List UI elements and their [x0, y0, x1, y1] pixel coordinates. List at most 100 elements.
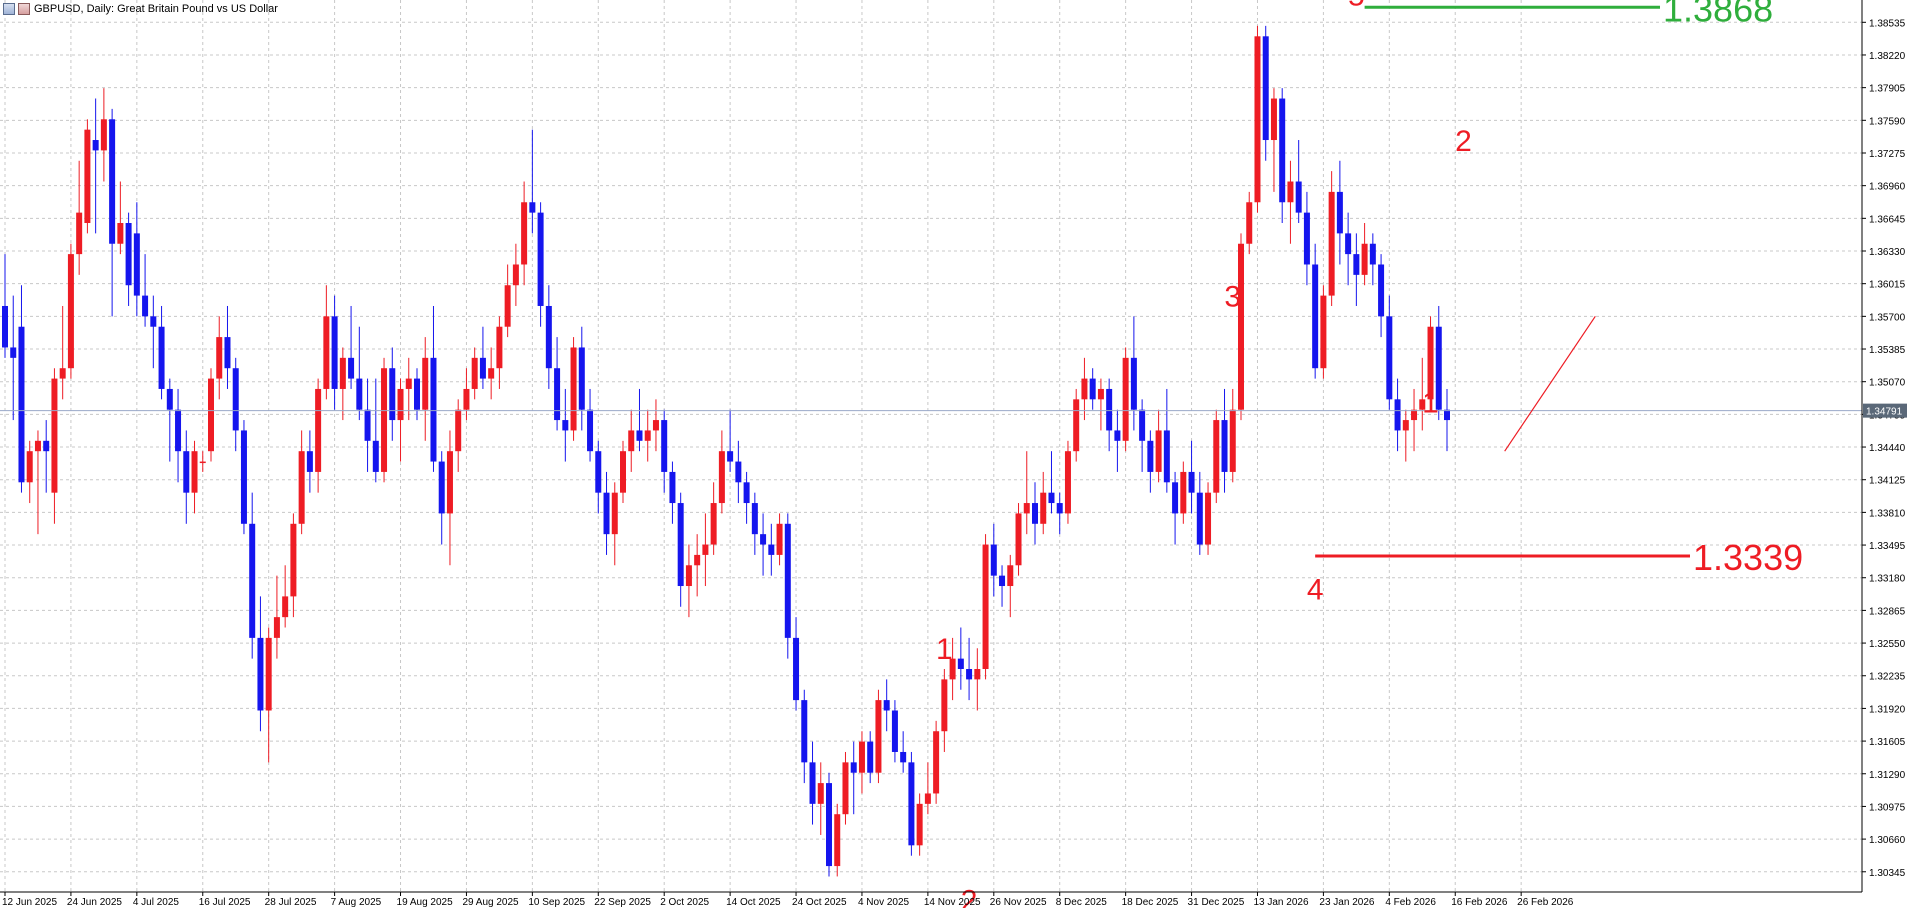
y-tick-label: 1.36015	[1869, 280, 1906, 291]
candle-body	[100, 119, 107, 151]
candle-body	[257, 637, 264, 711]
candle-body	[1402, 420, 1409, 431]
y-tick-label: 1.36330	[1869, 247, 1906, 258]
x-tick-label: 24 Jun 2025	[67, 897, 122, 908]
candle-body	[1130, 357, 1137, 410]
candle-body	[446, 451, 453, 514]
candle-body	[1361, 243, 1368, 275]
candle-body	[1064, 451, 1071, 514]
price-axis[interactable]: 1.38535 1.38220 1.37905 1.37590 1.37275 1.369…	[1861, 0, 1907, 892]
chart-properties-icon[interactable]	[3, 3, 15, 15]
candle-body	[727, 451, 734, 462]
candle-body	[290, 523, 297, 597]
y-tick-label: 1.38535	[1869, 18, 1906, 29]
x-tick-label: 12 Jun 2025	[2, 897, 57, 908]
candle-body	[1023, 503, 1030, 514]
candle-body	[842, 762, 849, 815]
candle-body	[1238, 243, 1244, 410]
candle-body	[463, 388, 470, 410]
candle-body	[142, 295, 149, 317]
candle-body	[694, 554, 701, 566]
candle-body	[875, 700, 882, 773]
candle-body	[1345, 233, 1352, 255]
x-tick-label: 7 Aug 2025	[331, 897, 382, 908]
candle-body	[331, 316, 338, 389]
y-tick-label: 1.32235	[1869, 672, 1906, 683]
candle-body	[793, 637, 800, 701]
candle-body	[990, 544, 997, 576]
x-tick-label: 8 Dec 2025	[1056, 897, 1108, 908]
candle-body	[117, 223, 124, 244]
candle-body	[891, 710, 898, 752]
y-tick-label: 1.30345	[1869, 868, 1906, 879]
x-tick-label: 26 Nov 2025	[990, 897, 1047, 908]
y-tick-label: 1.31920	[1869, 704, 1906, 715]
candle-body	[67, 254, 74, 369]
candle-body	[1287, 181, 1294, 203]
candle-body	[521, 202, 528, 265]
candle-body	[685, 565, 692, 587]
candle-body	[908, 762, 915, 846]
candle-body	[1007, 565, 1014, 587]
x-tick-label: 4 Nov 2025	[858, 897, 910, 908]
candle-body	[158, 326, 165, 389]
template-icon[interactable]	[18, 3, 30, 15]
y-tick-label: 1.36645	[1869, 214, 1906, 225]
y-tick-label: 1.38220	[1869, 51, 1906, 62]
candle-body	[834, 814, 841, 867]
candle-body	[1427, 326, 1434, 400]
candle-body	[199, 461, 206, 464]
candle-body	[59, 368, 66, 379]
candle-body	[1015, 513, 1022, 566]
candle-body	[150, 316, 157, 327]
candle-body	[760, 534, 767, 545]
y-tick-label: 1.35070	[1869, 378, 1906, 389]
candle-body	[389, 368, 396, 421]
y-tick-label: 1.36960	[1869, 182, 1906, 193]
candle-body	[1419, 399, 1426, 410]
candle-body	[232, 368, 239, 431]
wave-label: 1	[1422, 387, 1439, 420]
support-level-label: 1.3339	[1693, 537, 1803, 578]
candle-body	[1097, 388, 1104, 400]
candle-body	[883, 700, 890, 711]
candle-body	[216, 337, 223, 379]
candle-body	[1254, 36, 1261, 203]
candle-body	[298, 451, 305, 524]
candle-body	[562, 420, 569, 431]
candle-body	[76, 212, 83, 255]
candle-body	[941, 679, 948, 732]
candle-body	[966, 669, 973, 680]
resistance-level-label: 1.3868	[1663, 0, 1773, 29]
candle-body	[84, 129, 91, 223]
x-tick-label: 24 Oct 2025	[792, 897, 847, 908]
y-tick-label: 1.31290	[1869, 770, 1906, 781]
candle-body	[1081, 378, 1088, 400]
candle-body	[1386, 316, 1393, 400]
candle-body	[628, 430, 635, 452]
candle-body	[1172, 482, 1179, 514]
candle-body	[1369, 243, 1376, 265]
candle-body	[751, 503, 758, 535]
x-tick-label: 19 Aug 2025	[397, 897, 454, 908]
time-axis[interactable]: 12 Jun 2025 24 Jun 2025 4 Jul 2025 16 Jul 2…	[0, 891, 1862, 908]
candle-body	[1122, 357, 1129, 441]
y-tick-label: 1.30660	[1869, 835, 1906, 846]
candle-body	[1394, 399, 1401, 431]
candle-body	[1229, 409, 1236, 472]
y-tick-label: 1.35700	[1869, 312, 1906, 323]
candle-body	[414, 378, 420, 410]
x-tick-label: 16 Jul 2025	[199, 897, 251, 908]
candle-body	[916, 803, 923, 846]
x-tick-label: 14 Nov 2025	[924, 897, 981, 908]
candle-body	[1312, 264, 1319, 369]
candle-body	[1378, 264, 1385, 317]
y-tick-label: 1.37590	[1869, 116, 1906, 127]
candle-body	[339, 357, 346, 389]
x-tick-label: 10 Sep 2025	[528, 897, 585, 908]
y-tick-label: 1.32550	[1869, 639, 1906, 650]
wave-label: 2	[1455, 125, 1472, 158]
candle-body	[710, 503, 717, 545]
